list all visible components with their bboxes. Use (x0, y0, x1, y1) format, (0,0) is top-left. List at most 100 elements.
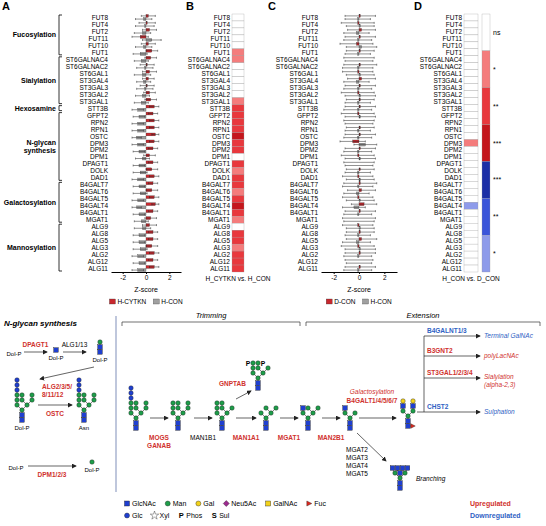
error-bar (148, 231, 157, 233)
gene-label: FUT2 (446, 28, 463, 35)
group-bracket (59, 57, 62, 104)
heatmap-cell (232, 126, 244, 133)
group-label: N-glycansynthesis (24, 139, 56, 155)
monosaccharide-icon (134, 416, 139, 421)
arrow (40, 367, 94, 379)
heatmap-cell (232, 223, 244, 230)
monosaccharide-icon (134, 426, 139, 431)
arrow (236, 418, 256, 419)
x-axis: -202 (322, 272, 398, 281)
heatmap-cell (232, 119, 244, 126)
gene-label: B4GALT1 (434, 209, 462, 216)
monosaccharide-icon (343, 411, 348, 416)
monosaccharide-icon (129, 406, 134, 411)
error-bar (346, 25, 374, 27)
heatmap-cell (464, 70, 478, 77)
monosaccharide-icon (353, 411, 358, 416)
legend-swatch (153, 299, 159, 304)
carrier-label: Dol-P (92, 357, 107, 363)
enzyme-label: B4GALT1/4/5/6/7 (347, 397, 398, 404)
error-bar (140, 64, 154, 66)
monosaccharide-icon (82, 408, 87, 413)
gene-label: STT3B (88, 105, 108, 112)
monosaccharide-icon (264, 421, 269, 426)
processing-section: TrimmingExtensionPPMOGSGANABMAN1B1MAN1A1… (122, 311, 540, 490)
legend-swatch (109, 299, 115, 304)
error-bar (133, 165, 145, 167)
monosaccharide-icon (398, 486, 403, 491)
heatmap-cell (232, 112, 244, 119)
monosaccharide-icon (261, 371, 266, 376)
gene-label: DAD1 (301, 174, 319, 181)
gene-label: ST3GAL2 (201, 91, 230, 98)
monosaccharide-icon (134, 401, 139, 406)
monosaccharide-icon (256, 366, 261, 371)
heatmap-cell (464, 195, 478, 202)
outcome-label: Galactosylation (350, 388, 395, 396)
glycan (90, 460, 95, 465)
error-bar (345, 147, 375, 149)
monosaccharide-icon (77, 403, 82, 408)
monosaccharide-icon (343, 406, 348, 411)
gene-label: ALG2 (91, 251, 108, 258)
stage-label: Extension (407, 311, 440, 320)
error-bar (134, 60, 148, 62)
monosaccharide-icon (82, 413, 87, 418)
gene-label: ALG5 (213, 237, 230, 244)
gene-label: DPM1 (300, 153, 318, 160)
color-key-swatch (482, 198, 490, 235)
monosaccharide-icon (20, 418, 25, 423)
gene-label: RPN2 (445, 119, 463, 126)
error-bar (133, 248, 147, 250)
error-bar (133, 234, 145, 236)
monosaccharide-icon (306, 421, 311, 426)
monosaccharide-icon (348, 416, 353, 421)
gene-label: ALG8 (213, 230, 230, 237)
legend-swatch (326, 299, 332, 304)
enzyme-label: B4GALNT1/3 (427, 327, 467, 334)
gene-label: MGAT1 (440, 216, 462, 223)
heatmap-cell (232, 49, 244, 56)
gene-label: GFPT2 (441, 112, 462, 119)
monosaccharide-icon (144, 406, 149, 411)
regulation-label: Upregulated (470, 500, 511, 508)
heatmap-cell (232, 35, 244, 42)
enzyme-label: MOGS (149, 434, 170, 441)
gene-label: ALG12 (442, 258, 463, 265)
gene-label: MGAT1 (208, 216, 230, 223)
gene-label: FUT8 (214, 14, 231, 21)
error-bar (132, 255, 144, 257)
monosaccharide-icon (220, 401, 225, 406)
heatmap-cell (464, 174, 478, 181)
symbol-key: GlcNAcManGalNeu5AcGalNAcFucGlcXylPPhosSS… (125, 500, 327, 520)
gene-label: FUT10 (442, 42, 462, 49)
heatmap-cell (464, 42, 478, 49)
monosaccharide-icon (411, 399, 416, 404)
monosaccharide-icon (15, 388, 20, 393)
heatmap-cell (464, 244, 478, 251)
gene-label: ALG8 (445, 230, 462, 237)
monosaccharide-icon (264, 426, 269, 431)
error-bar (146, 189, 158, 191)
gene-label: OSTC (90, 133, 108, 140)
error-bar (150, 126, 159, 128)
monosaccharide-icon (92, 398, 97, 403)
legend: D-CONH-CON (326, 298, 392, 305)
error-bar (343, 175, 373, 177)
error-bar (145, 57, 157, 59)
section-title: N-glycan synthesis (4, 319, 77, 328)
error-bar (152, 203, 159, 205)
monosaccharide-icon (225, 411, 230, 416)
gene-label: ALG3 (91, 244, 108, 251)
gene-label: OSTC (212, 133, 230, 140)
heatmap-cell (464, 209, 478, 216)
gene-label: FUT8 (92, 14, 109, 21)
error-bar (150, 106, 159, 108)
monosaccharide-icon (134, 406, 139, 411)
legend-label: H-CYTKN (117, 298, 146, 305)
gene-label: DOLK (444, 167, 462, 174)
error-bar (345, 60, 373, 62)
arrow (322, 418, 340, 419)
error-bar (137, 88, 153, 90)
heatmap-cell (232, 195, 244, 202)
